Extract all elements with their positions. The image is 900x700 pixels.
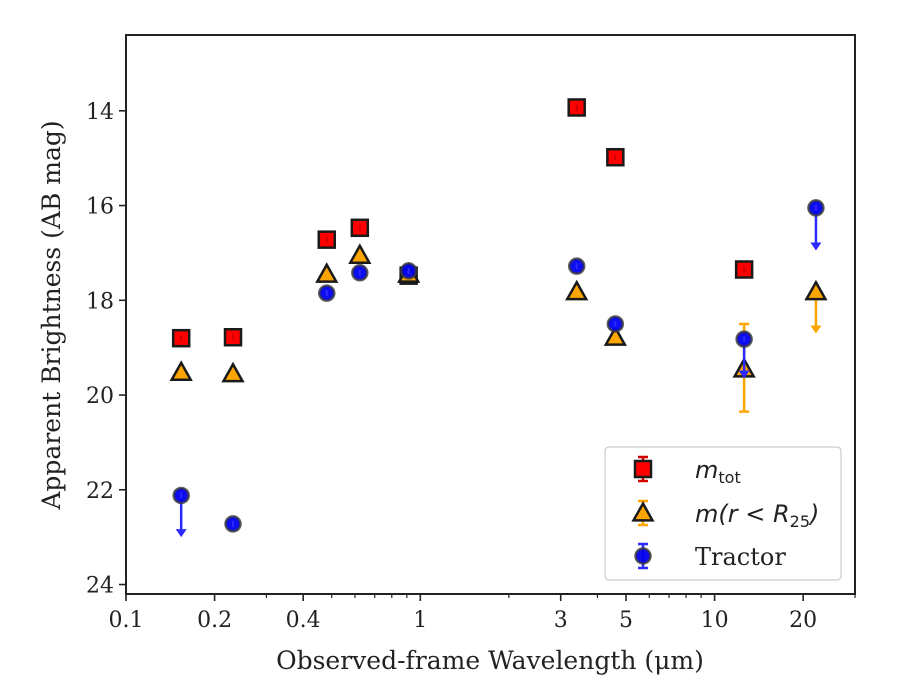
plot-area xyxy=(169,98,828,538)
y-axis: 14 16 18 20 22 24 xyxy=(86,100,126,599)
upper-limit-head xyxy=(175,529,187,538)
x-tick-label: 0.4 xyxy=(286,608,321,633)
series-square xyxy=(171,98,754,348)
y-tick-label: 16 xyxy=(86,195,114,220)
legend-entry: mtot xyxy=(633,455,741,487)
y-axis-title: Apparent Brightness (AB mag) xyxy=(37,120,66,510)
y-tick-label: 20 xyxy=(86,384,114,409)
x-tick-label: 10 xyxy=(701,608,729,633)
y-tick-label: 22 xyxy=(86,479,114,504)
legend-label: mtot xyxy=(695,456,741,487)
upper-limit-head xyxy=(810,325,822,334)
series-triangle xyxy=(169,243,828,413)
x-tick-label: 5 xyxy=(619,608,633,633)
legend-label: m(r < R25) xyxy=(695,500,819,531)
legend: mtot m(r < R25) Tractor xyxy=(604,446,842,581)
upper-limit-head xyxy=(738,370,750,379)
legend-marker-triangle xyxy=(631,500,655,522)
x-tick-label: 0.2 xyxy=(197,608,232,633)
legend-marker-square xyxy=(633,459,653,479)
legend-box xyxy=(604,446,842,581)
y-tick-label: 24 xyxy=(86,574,114,599)
x-tick-label: 3 xyxy=(554,608,568,633)
plot-frame xyxy=(125,34,856,595)
upper-limit-head xyxy=(810,242,822,251)
x-tick-label: 1 xyxy=(413,608,427,633)
series-circle xyxy=(172,199,825,538)
legend-marker-circle xyxy=(634,547,652,565)
x-axis: 0.1 0.2 0.4 1 3 5 10 20 xyxy=(109,594,856,633)
x-axis-title: Observed-frame Wavelength (μm) xyxy=(276,646,704,675)
x-tick-label: 0.1 xyxy=(109,608,144,633)
legend-entry: m(r < R25) xyxy=(631,499,819,531)
legend-label: Tractor xyxy=(695,543,786,571)
legend-entry: Tractor xyxy=(634,542,786,571)
y-tick-label: 18 xyxy=(86,289,114,314)
x-tick-label: 20 xyxy=(789,608,817,633)
y-tick-label: 14 xyxy=(86,100,114,125)
